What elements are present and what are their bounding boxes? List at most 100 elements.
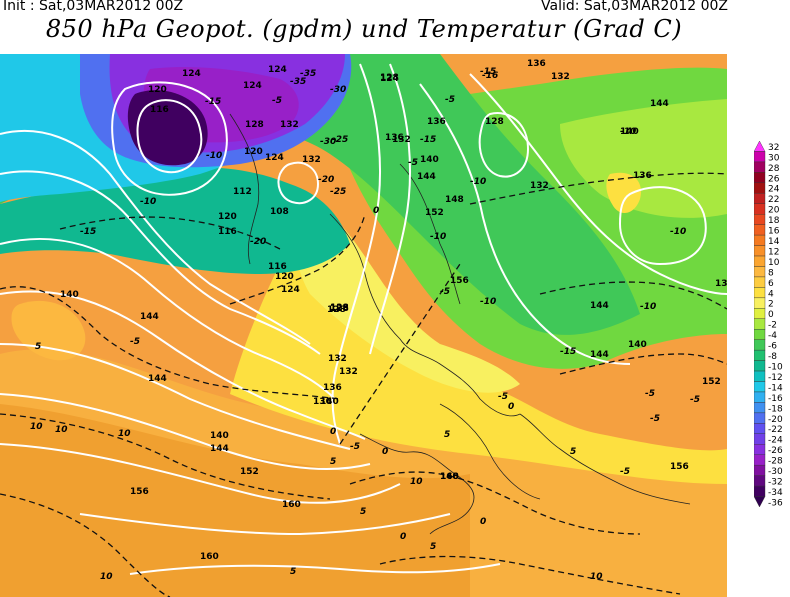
geopotential-label: 160 [282, 500, 301, 510]
temperature-label: 5 [444, 430, 450, 440]
temperature-label: 5 [35, 342, 41, 352]
geopotential-label: 128 [245, 120, 264, 130]
temperature-label: 5 [570, 447, 576, 457]
geopotential-label: 160 [440, 472, 459, 482]
legend-swatch [754, 475, 766, 487]
geopotential-label: 132 [280, 120, 299, 130]
legend-label: 26 [768, 174, 780, 184]
geopotential-label: 156 [670, 462, 689, 472]
geopotential-label: 140 [320, 397, 339, 407]
temperature-label: 10 [100, 572, 113, 582]
geopotential-label: 132 [328, 354, 347, 364]
temperature-label: 5 [290, 567, 296, 577]
geopotential-label: 108 [270, 207, 289, 217]
geopotential-label: 136 [313, 397, 332, 407]
legend-label: -12 [768, 373, 783, 383]
temperature-label: -10 [430, 232, 446, 242]
temperature-label: 5 [330, 457, 336, 467]
temperature-label: 0 [382, 447, 388, 457]
geopotential-label: 128 [380, 73, 399, 83]
geopotential-label: 136 [633, 171, 652, 181]
legend-swatch [754, 464, 766, 476]
legend-label: 0 [768, 310, 774, 320]
geopotential-label: 156 [130, 487, 149, 497]
geopotential-label: 140 [620, 127, 639, 137]
temperature-label: -15 [480, 67, 496, 77]
legend-label: -4 [768, 331, 777, 341]
legend-swatch [754, 266, 766, 278]
geopotential-label: 124 [182, 69, 201, 79]
geopotential-label: 124 [380, 74, 399, 84]
geopotential-label: 112 [233, 187, 252, 197]
geopotential-label: 140 [420, 155, 439, 165]
temperature-label: 10 [590, 572, 603, 582]
geopotential-label: 136 [715, 279, 727, 289]
init-time: Init : Sat,03MAR2012 00Z [3, 0, 184, 14]
temperature-label: -25 [330, 187, 346, 197]
temperature-label: -20 [318, 175, 334, 185]
temperature-label: 0 [400, 532, 406, 542]
legend-swatch [754, 203, 766, 215]
legend-swatch [754, 308, 766, 319]
temperature-label: -5 [690, 395, 700, 405]
temperature-label: -10 [140, 197, 156, 207]
map-title: 850 hPa Geopot. (gpdm) und Temperatur (G… [45, 15, 683, 43]
temperature-label: 0 [508, 402, 514, 412]
geopotential-label: 140 [628, 340, 647, 350]
legend-swatch [754, 391, 766, 403]
temperature-label: -15 [560, 347, 576, 357]
legend-swatch [754, 454, 766, 466]
geopotential-label: 124 [265, 153, 284, 163]
legend-swatch [754, 213, 766, 225]
geopotential-label: 160 [200, 552, 219, 562]
legend-label: -24 [768, 436, 783, 446]
temperature-label: 0 [373, 206, 379, 216]
legend-swatch [754, 423, 766, 435]
legend-swatch [754, 245, 766, 257]
temperature-label: -15 [80, 227, 96, 237]
legend-label: 6 [768, 279, 774, 289]
legend-swatch [754, 151, 766, 163]
temperature-label: -5 [650, 414, 660, 424]
temperature-label: -5 [445, 95, 455, 105]
temperature-label: 0 [330, 427, 336, 437]
geopotential-label: 140 [210, 431, 229, 441]
legend-label: 24 [768, 185, 780, 195]
legend-swatch [754, 360, 766, 372]
temperature-label: -35 [300, 69, 316, 79]
geopotential-label: 132 [392, 135, 411, 145]
geopotential-label: 132 [302, 155, 321, 165]
geopotential-label: 120 [148, 85, 167, 95]
legend-label: 30 [768, 153, 780, 163]
temperature-label: -35 [290, 77, 306, 87]
legend-label: 4 [768, 289, 774, 299]
temperature-zone-lightyellow [294, 204, 520, 393]
geopotential-label: 132 [339, 367, 358, 377]
geopotential-label: 120 [244, 147, 263, 157]
temperature-label: 10 [30, 422, 43, 432]
legend-swatch [754, 255, 766, 267]
geopotential-label: 148 [440, 472, 459, 482]
temperature-label: 10 [55, 425, 68, 435]
geopotential-label: 144 [417, 172, 436, 182]
legend-swatch [754, 381, 766, 393]
geopotential-label: 144 [650, 99, 669, 109]
legend-label: -10 [768, 362, 783, 372]
legend-label: 32 [768, 143, 779, 153]
temperature-label: -30 [330, 85, 346, 95]
temperature-label: -10 [670, 227, 686, 237]
temperature-label: -10 [640, 302, 656, 312]
geopotential-label: 132 [530, 181, 549, 191]
legend-swatch [754, 182, 766, 194]
geopotential-label: 136 [385, 133, 404, 143]
temperature-zone-amber [0, 404, 470, 597]
legend-swatch [754, 141, 766, 152]
geopotential-label: 120 [275, 272, 294, 282]
geopotential-label: 144 [140, 312, 159, 322]
legend-swatch [754, 485, 766, 497]
temperature-label: -10 [206, 151, 222, 161]
legend-label: 20 [768, 206, 780, 216]
legend-label: 16 [768, 227, 780, 237]
